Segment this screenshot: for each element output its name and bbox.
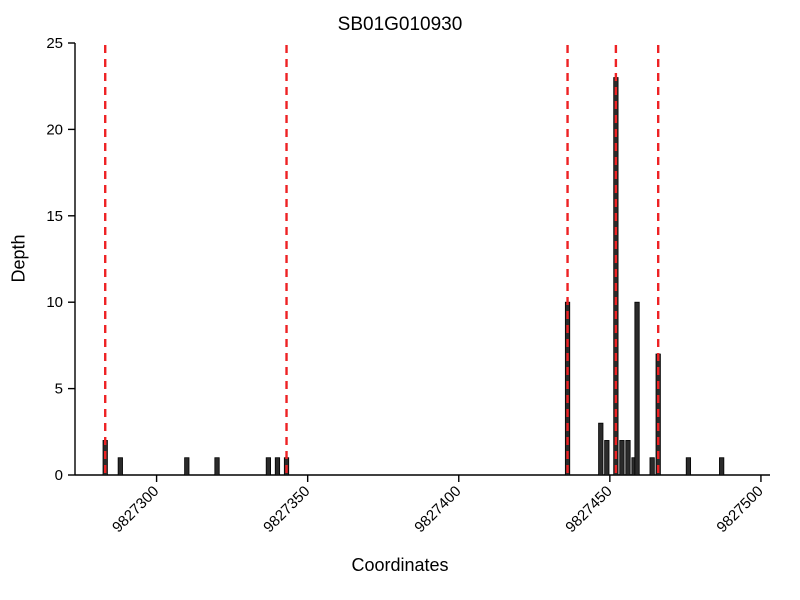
depth-bar	[625, 440, 631, 476]
y-tick-label: 5	[55, 381, 63, 398]
x-tick-label: 9827500	[713, 483, 766, 536]
depth-bar	[184, 457, 190, 476]
y-tick-label: 20	[46, 121, 63, 138]
depth-bar	[214, 457, 220, 476]
x-tick-label: 9827350	[260, 483, 313, 536]
depth-bar	[685, 457, 692, 476]
depth-bar	[604, 440, 610, 476]
y-tick-label: 15	[46, 208, 63, 225]
depth-bar	[719, 457, 725, 476]
depth-bar	[274, 457, 281, 476]
x-tick-label: 9827450	[562, 483, 615, 536]
chart-title: SB01G010930	[337, 14, 463, 35]
depth-bar	[619, 440, 625, 476]
depth-bar	[598, 422, 604, 476]
y-axis-label: Depth	[8, 234, 29, 283]
y-tick-label: 10	[46, 294, 63, 311]
depth-bar	[649, 457, 655, 476]
depth-bar	[265, 457, 271, 476]
y-tick-label: 25	[46, 35, 63, 52]
depth-bar	[634, 301, 640, 476]
y-tick-label: 0	[55, 467, 63, 484]
x-axis-label: Coordinates	[351, 555, 449, 575]
depth-bar	[117, 457, 123, 476]
x-tick-label: 9827300	[109, 483, 162, 536]
x-tick-label: 9827400	[411, 483, 464, 536]
